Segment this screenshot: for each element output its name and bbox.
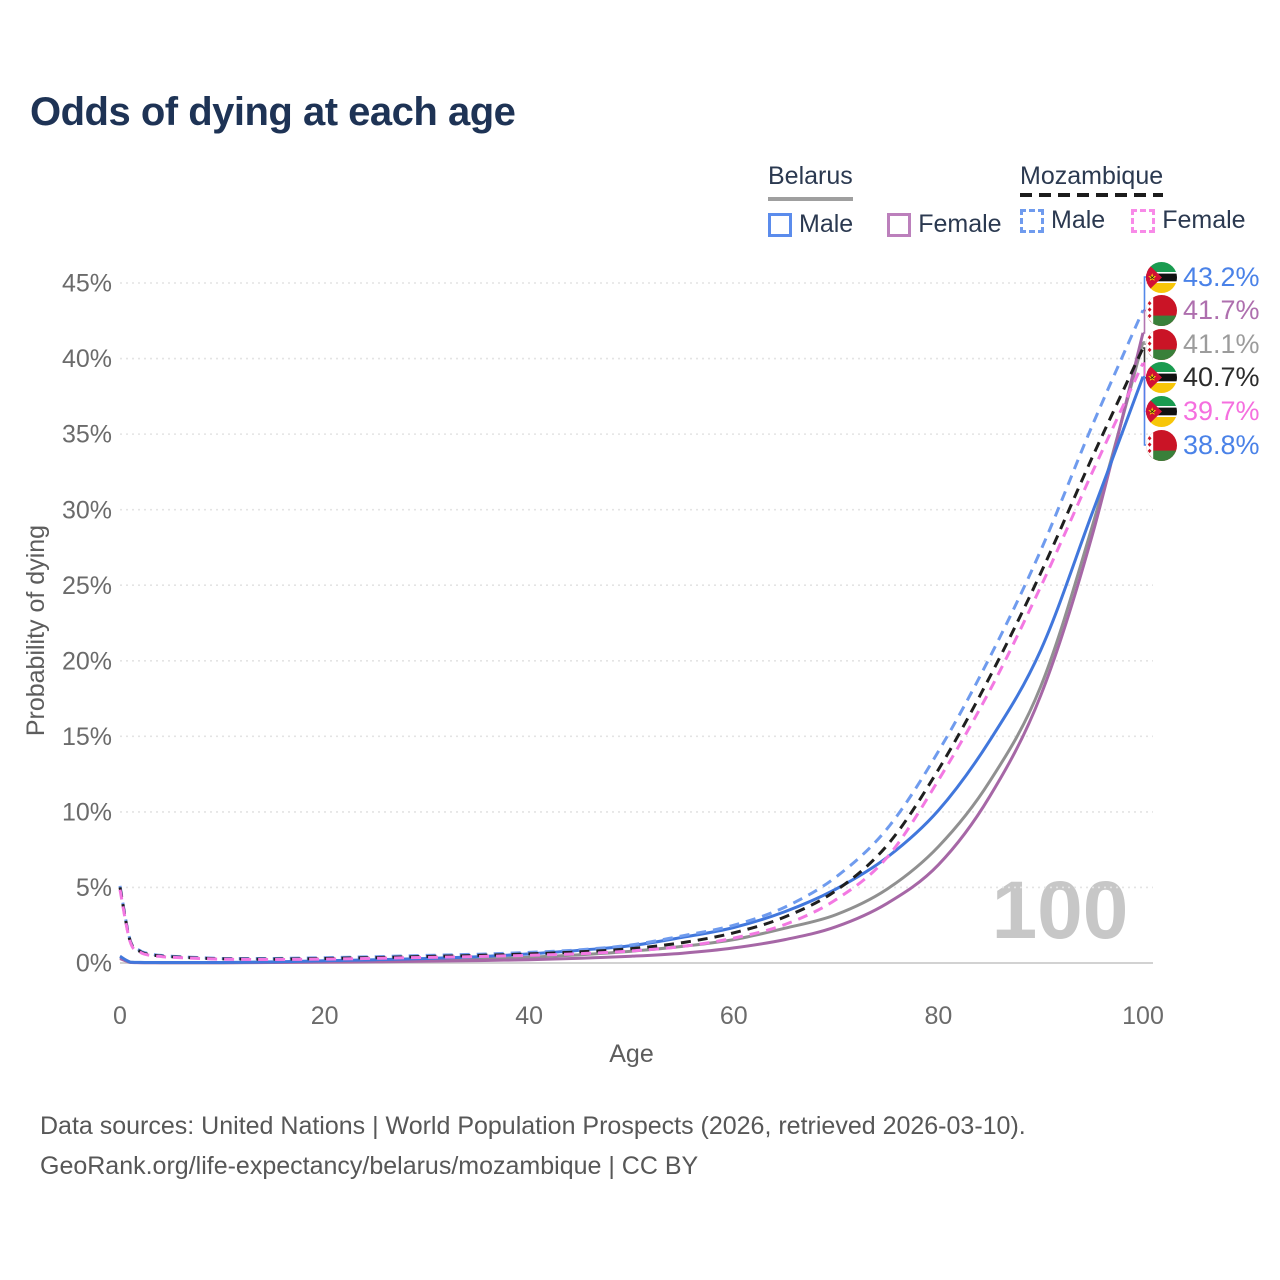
end-label-belarus-both-sexes: 41.1%: [1146, 328, 1260, 360]
belarus-male-swatch-icon: [768, 212, 792, 237]
x-axis-title: Age: [609, 1040, 653, 1068]
y-tick-label: 20%: [62, 647, 112, 675]
series-path-mozambique-female: [118, 362, 1145, 961]
y-tick-label: 15%: [62, 723, 112, 751]
y-tick-label: 10%: [62, 798, 112, 826]
legend-group-belarus: Belarus Male Female: [768, 162, 1002, 239]
mozambique-female-swatch-icon: [1131, 208, 1156, 233]
legend-label-mozambique-male: Male: [1051, 206, 1106, 234]
end-label-mozambique-male: 43.2%: [1146, 261, 1260, 293]
series-path-belarus-both-sexes: [119, 341, 1145, 965]
end-label-value: 41.7%: [1183, 295, 1260, 326]
legend-group-mozambique: Mozambique Male Female: [1020, 162, 1246, 235]
flag-icon-mozambique: [1146, 395, 1177, 427]
end-label-belarus-male: 38.8%: [1146, 429, 1260, 461]
flag-icon-belarus: [1146, 429, 1177, 461]
x-tick-label: 20: [311, 1002, 339, 1030]
series-path-mozambique-both-sexes: [118, 347, 1145, 961]
end-label-belarus-female: 41.7%: [1146, 295, 1260, 327]
series-path-belarus-male: [119, 376, 1145, 964]
legend-country-belarus: Belarus: [768, 162, 853, 201]
end-label-mozambique-both-sexes: 40.7%: [1146, 362, 1260, 394]
age-watermark: 100: [991, 865, 1129, 956]
legend-label-belarus-female: Female: [918, 210, 1002, 238]
footer-sources: Data sources: United Nations | World Pop…: [40, 1112, 1026, 1140]
legend-item-belarus-male[interactable]: Male: [768, 210, 853, 239]
y-axis-title: Probability of dying: [22, 525, 50, 736]
page-title: Odds of dying at each age: [30, 90, 516, 134]
flag-icon-mozambique: [1146, 362, 1177, 394]
flag-icon-belarus: [1146, 328, 1177, 360]
y-tick-label: 40%: [62, 345, 112, 373]
x-tick-label: 100: [1122, 1002, 1164, 1030]
mozambique-male-swatch-icon: [1020, 208, 1044, 233]
legend-item-belarus-female[interactable]: Female: [887, 210, 1002, 239]
x-tick-label: 0: [113, 1002, 127, 1030]
y-tick-label: 45%: [62, 270, 112, 298]
end-label-value: 38.8%: [1183, 429, 1260, 460]
y-tick-label: 30%: [62, 496, 112, 524]
series-path-mozambique-male: [118, 309, 1145, 960]
end-label-value: 41.1%: [1183, 328, 1260, 359]
y-tick-label: 35%: [62, 421, 112, 449]
footer-attribution: GeoRank.org/life-expectancy/belarus/moza…: [40, 1152, 699, 1180]
y-tick-label: 5%: [76, 874, 112, 902]
end-label-mozambique-female: 39.7%: [1146, 395, 1260, 427]
x-tick-label: 60: [720, 1002, 748, 1030]
end-label-value: 39.7%: [1183, 395, 1260, 426]
legend-label-belarus-male: Male: [799, 210, 854, 238]
legend-item-mozambique-female[interactable]: Female: [1131, 206, 1246, 235]
x-tick-label: 80: [924, 1002, 952, 1030]
flag-icon-mozambique: [1146, 261, 1177, 293]
belarus-female-swatch-icon: [887, 212, 912, 237]
series-path-belarus-female: [119, 332, 1145, 965]
footer: Data sources: United Nations | World Pop…: [40, 1106, 1026, 1186]
end-label-value: 40.7%: [1183, 362, 1260, 393]
legend-item-mozambique-male[interactable]: Male: [1020, 206, 1105, 235]
legend-country-mozambique: Mozambique: [1020, 162, 1164, 197]
legend-label-mozambique-female: Female: [1162, 206, 1246, 234]
y-tick-label: 25%: [62, 572, 112, 600]
flag-icon-belarus: [1146, 295, 1177, 327]
legend: Belarus Male Female Mozambique Male Fema…: [0, 162, 1280, 242]
x-tick-label: 40: [515, 1002, 543, 1030]
y-tick-label: 0%: [76, 950, 112, 978]
end-label-value: 43.2%: [1183, 261, 1260, 292]
